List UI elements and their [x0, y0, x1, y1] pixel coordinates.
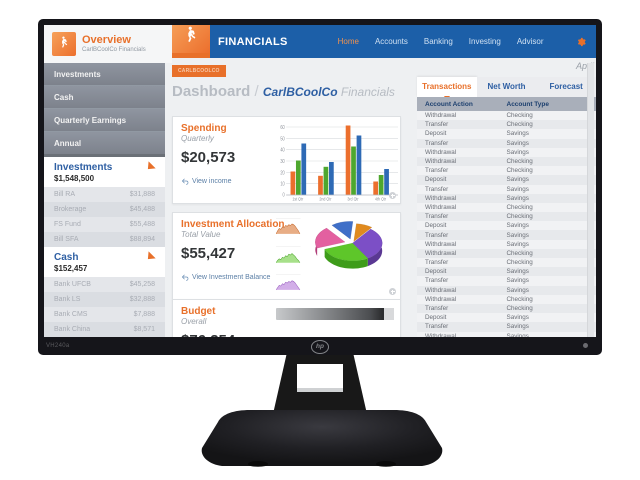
svg-text:40: 40 — [280, 147, 285, 153]
svg-text:30: 30 — [280, 158, 285, 164]
svg-text:3rd Qtr: 3rd Qtr — [347, 196, 359, 201]
svg-text:60: 60 — [280, 124, 285, 130]
svg-text:4th Qtr: 4th Qtr — [375, 196, 387, 201]
svg-text:10: 10 — [280, 181, 285, 187]
svg-text:2nd Qtr: 2nd Qtr — [319, 196, 332, 201]
svg-text:1st Qtr: 1st Qtr — [292, 196, 303, 201]
svg-text:20: 20 — [280, 170, 285, 176]
svg-text:0: 0 — [283, 192, 285, 198]
svg-text:50: 50 — [280, 136, 285, 142]
